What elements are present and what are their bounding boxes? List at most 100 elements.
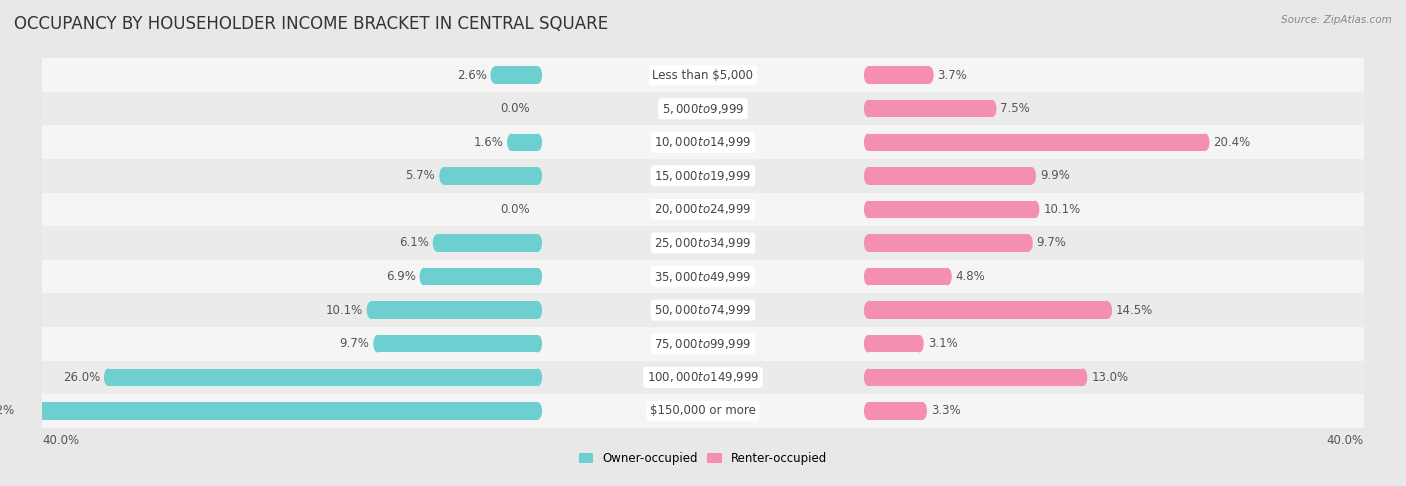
Legend: Owner-occupied, Renter-occupied: Owner-occupied, Renter-occupied [574, 447, 832, 470]
Circle shape [915, 335, 924, 352]
Text: OCCUPANCY BY HOUSEHOLDER INCOME BRACKET IN CENTRAL SQUARE: OCCUPANCY BY HOUSEHOLDER INCOME BRACKET … [14, 15, 609, 33]
Bar [108, 368, 537, 386]
Circle shape [1201, 134, 1209, 151]
Bar [42, 226, 1364, 260]
Circle shape [1031, 201, 1039, 218]
Circle shape [863, 301, 873, 319]
Text: 3.7%: 3.7% [938, 69, 967, 82]
Bar [378, 335, 537, 352]
Text: $75,000 to $99,999: $75,000 to $99,999 [654, 337, 752, 351]
Circle shape [508, 134, 516, 151]
Bar [868, 201, 1035, 218]
Circle shape [533, 402, 543, 419]
Circle shape [925, 67, 934, 84]
Circle shape [863, 167, 873, 185]
Text: $100,000 to $149,999: $100,000 to $149,999 [647, 370, 759, 384]
Circle shape [533, 167, 543, 185]
Circle shape [863, 368, 873, 386]
Bar [512, 134, 537, 151]
Circle shape [533, 335, 543, 352]
Circle shape [863, 67, 873, 84]
Circle shape [491, 67, 499, 84]
Circle shape [533, 301, 543, 319]
Text: 13.0%: 13.0% [1091, 371, 1129, 384]
Bar [42, 327, 1364, 361]
Bar [42, 159, 1364, 192]
Circle shape [988, 100, 997, 118]
Text: 2.6%: 2.6% [457, 69, 486, 82]
Text: 7.5%: 7.5% [1001, 102, 1031, 115]
Circle shape [104, 368, 112, 386]
Bar [42, 394, 1364, 428]
Bar [22, 402, 537, 419]
Bar [868, 167, 1032, 185]
Bar [42, 361, 1364, 394]
Bar [42, 192, 1364, 226]
Text: 9.7%: 9.7% [339, 337, 370, 350]
Bar [42, 260, 1364, 294]
Text: Less than $5,000: Less than $5,000 [652, 69, 754, 82]
Bar [437, 234, 537, 252]
Text: 0.0%: 0.0% [501, 102, 530, 115]
Circle shape [533, 134, 543, 151]
Text: 26.0%: 26.0% [63, 371, 100, 384]
Text: 20.4%: 20.4% [1213, 136, 1251, 149]
Circle shape [439, 167, 449, 185]
Text: 3.1%: 3.1% [928, 337, 957, 350]
Text: 5.7%: 5.7% [405, 169, 436, 182]
Text: 14.5%: 14.5% [1116, 304, 1153, 317]
Circle shape [533, 368, 543, 386]
Bar [42, 294, 1364, 327]
Circle shape [533, 268, 543, 285]
Text: $150,000 or more: $150,000 or more [650, 404, 756, 417]
Circle shape [433, 234, 441, 252]
Circle shape [943, 268, 952, 285]
Circle shape [373, 335, 382, 352]
Bar [42, 58, 1364, 92]
Text: 10.1%: 10.1% [325, 304, 363, 317]
Text: Source: ZipAtlas.com: Source: ZipAtlas.com [1281, 15, 1392, 25]
Text: $35,000 to $49,999: $35,000 to $49,999 [654, 270, 752, 283]
Bar [444, 167, 537, 185]
Circle shape [918, 402, 927, 419]
Circle shape [367, 301, 375, 319]
Bar [868, 134, 1205, 151]
Text: 31.2%: 31.2% [0, 404, 14, 417]
Bar [42, 125, 1364, 159]
Circle shape [1078, 368, 1087, 386]
Bar [868, 335, 920, 352]
Bar [423, 268, 537, 285]
Text: 6.9%: 6.9% [385, 270, 416, 283]
Circle shape [18, 402, 27, 419]
Circle shape [863, 201, 873, 218]
Circle shape [863, 100, 873, 118]
Bar [868, 402, 922, 419]
Text: 1.6%: 1.6% [474, 136, 503, 149]
Circle shape [863, 268, 873, 285]
Text: 9.7%: 9.7% [1036, 237, 1067, 249]
Circle shape [533, 234, 543, 252]
Text: $5,000 to $9,999: $5,000 to $9,999 [662, 102, 744, 116]
Circle shape [1104, 301, 1112, 319]
Bar [868, 268, 948, 285]
Bar [868, 234, 1028, 252]
Text: 10.1%: 10.1% [1043, 203, 1081, 216]
Circle shape [863, 134, 873, 151]
Text: 4.8%: 4.8% [956, 270, 986, 283]
Text: $10,000 to $14,999: $10,000 to $14,999 [654, 135, 752, 149]
Bar [495, 67, 537, 84]
Circle shape [419, 268, 427, 285]
Text: $50,000 to $74,999: $50,000 to $74,999 [654, 303, 752, 317]
Text: 6.1%: 6.1% [399, 237, 429, 249]
Circle shape [863, 402, 873, 419]
Circle shape [1024, 234, 1033, 252]
Circle shape [863, 234, 873, 252]
Bar [42, 92, 1364, 125]
Text: 40.0%: 40.0% [42, 434, 79, 448]
Text: 40.0%: 40.0% [1327, 434, 1364, 448]
Text: 9.9%: 9.9% [1040, 169, 1070, 182]
Bar [868, 67, 929, 84]
Circle shape [863, 335, 873, 352]
Text: $15,000 to $19,999: $15,000 to $19,999 [654, 169, 752, 183]
Text: 3.3%: 3.3% [931, 404, 960, 417]
